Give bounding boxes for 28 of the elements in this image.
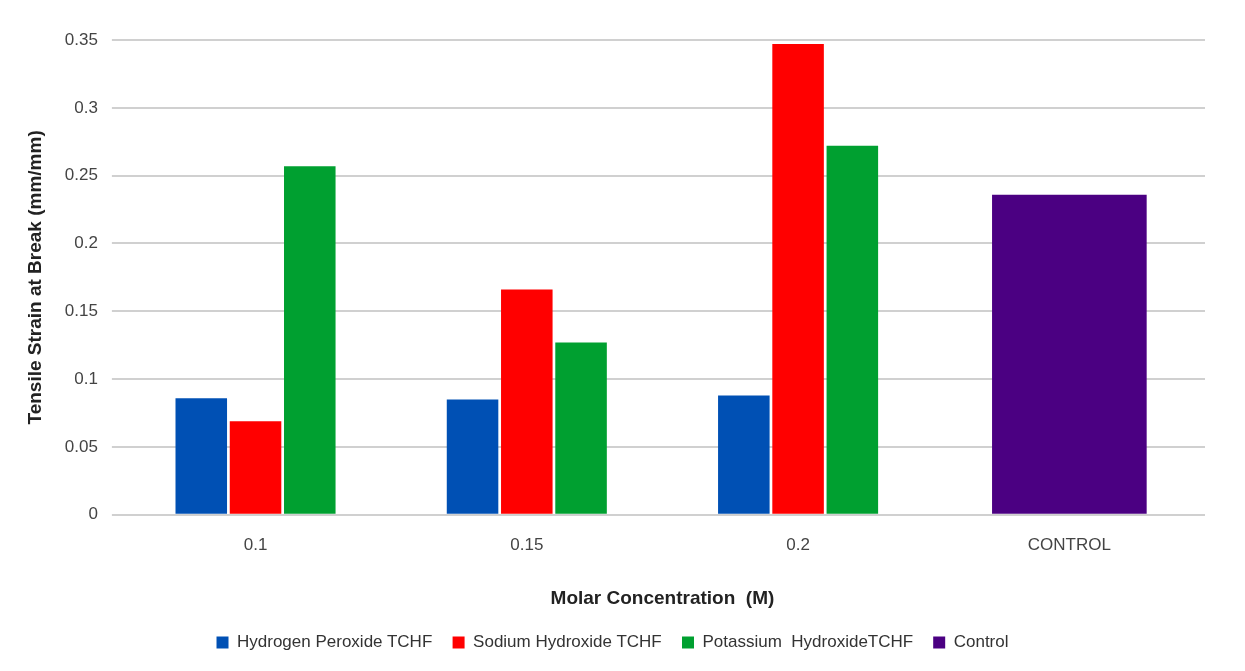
bar <box>501 289 553 514</box>
legend-label: Control <box>953 632 1009 652</box>
bar <box>772 44 824 514</box>
x-tick-label: 0.15 <box>510 534 544 554</box>
bar <box>826 145 879 514</box>
y-tick-label: 0 <box>88 504 98 524</box>
y-tick-label: 0.1 <box>74 368 98 388</box>
bar <box>229 421 282 514</box>
y-tick-label: 0.35 <box>64 29 98 49</box>
legend-label: Hydrogen Peroxide TCHF <box>237 632 433 652</box>
bar <box>992 194 1147 514</box>
x-tick-label: 0.1 <box>243 534 268 554</box>
bar <box>175 398 228 514</box>
bar <box>284 166 336 514</box>
x-tick-label: 0.2 <box>786 534 810 554</box>
y-tick-label: 0.3 <box>74 97 98 117</box>
bar <box>446 399 499 514</box>
x-tick-label: CONTROL <box>1027 534 1111 554</box>
bar <box>718 395 770 514</box>
y-tick-label: 0.15 <box>64 301 98 320</box>
y-tick-label: 0.2 <box>74 233 98 253</box>
bar <box>555 342 607 514</box>
y-tick-label: 0.25 <box>64 165 98 185</box>
legend-label: Potassium HydroxideTCHF <box>702 632 914 652</box>
x-axis-title: Molar Concentration (M) <box>550 586 775 608</box>
y-axis-title: Tensile Strain at Break (mm/mm) <box>23 130 45 425</box>
legend-label: Sodium Hydroxide TCHF <box>473 632 662 652</box>
y-tick-label: 0.05 <box>64 436 98 456</box>
